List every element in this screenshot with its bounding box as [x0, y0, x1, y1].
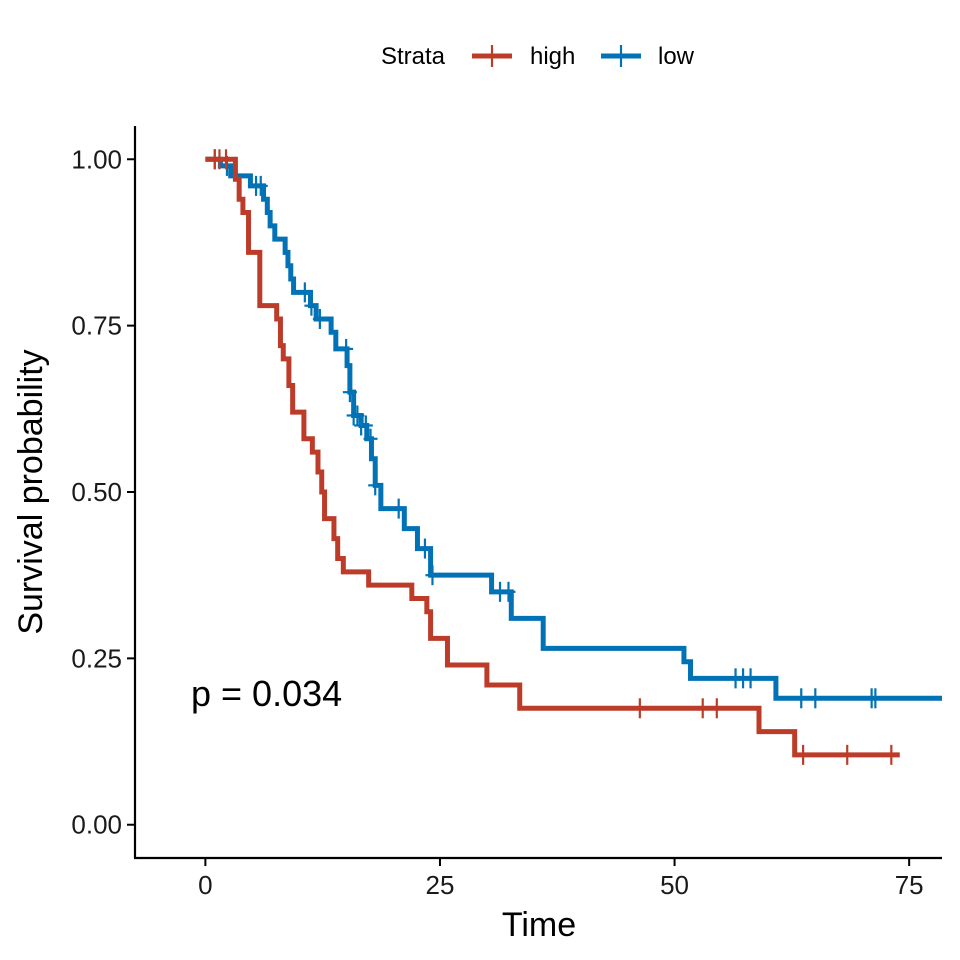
x-tick-label: 75 — [895, 870, 924, 900]
legend-label-high: high — [530, 43, 575, 70]
legend: Strata high low — [381, 43, 695, 70]
y-tick-label: 1.00 — [71, 144, 122, 174]
y-tick-label: 0.00 — [71, 810, 122, 840]
p-value-annotation: p = 0.034 — [191, 673, 342, 714]
survival-curve-low — [205, 156, 942, 701]
y-axis-ticks: 0.00 0.25 0.50 0.75 1.00 — [71, 144, 135, 840]
x-tick-label: 0 — [198, 870, 212, 900]
legend-key-low — [601, 45, 641, 67]
y-tick-label: 0.75 — [71, 311, 122, 341]
series-high — [205, 149, 900, 765]
legend-label-low: low — [658, 43, 695, 70]
y-axis-title: Survival probability — [12, 349, 50, 634]
y-tick-label: 0.50 — [71, 477, 122, 507]
x-tick-label: 25 — [426, 870, 455, 900]
legend-key-high — [472, 45, 512, 67]
series-low — [205, 149, 942, 709]
x-tick-label: 50 — [660, 870, 689, 900]
survival-curve-high — [205, 156, 900, 758]
x-axis-title: Time — [502, 906, 576, 944]
series-layer — [205, 149, 942, 765]
y-tick-label: 0.25 — [71, 643, 122, 673]
x-axis-ticks: 0 25 50 75 — [198, 858, 924, 900]
legend-title: Strata — [381, 43, 446, 70]
